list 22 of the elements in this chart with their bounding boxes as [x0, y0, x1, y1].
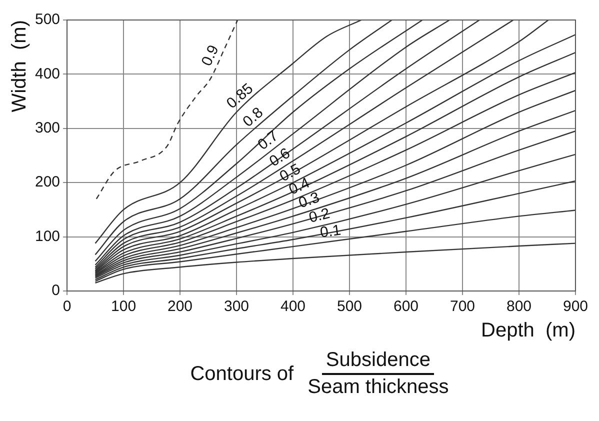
- y-tick-label: 400: [34, 65, 60, 82]
- x-axis-title: Depth (m): [481, 320, 576, 342]
- x-tick-label: 600: [393, 298, 419, 316]
- x-tick-label: 200: [168, 298, 193, 316]
- y-tick-label: 200: [34, 174, 60, 191]
- x-tick-label: 0: [62, 298, 72, 316]
- y-tick-label: 500: [34, 11, 60, 28]
- y-tick-label: 0: [52, 282, 60, 300]
- y-axis-title: Width (m): [8, 20, 31, 112]
- x-tick-label: 700: [450, 298, 476, 316]
- y-tick-label: 100: [34, 228, 60, 245]
- y-tick-label: 300: [34, 120, 60, 137]
- x-tick-label: 500: [336, 298, 362, 316]
- x-tick-label: 400: [280, 298, 306, 316]
- x-tick-label: 900: [562, 298, 588, 316]
- text: Subsidence: [322, 349, 434, 375]
- x-tick-label: 300: [224, 298, 250, 316]
- text: Seam thickness: [308, 375, 449, 399]
- text: 0.9: [198, 42, 222, 69]
- text: Contours of: [190, 362, 294, 386]
- x-tick-label: 100: [111, 298, 136, 316]
- x-tick-label: 800: [506, 298, 532, 316]
